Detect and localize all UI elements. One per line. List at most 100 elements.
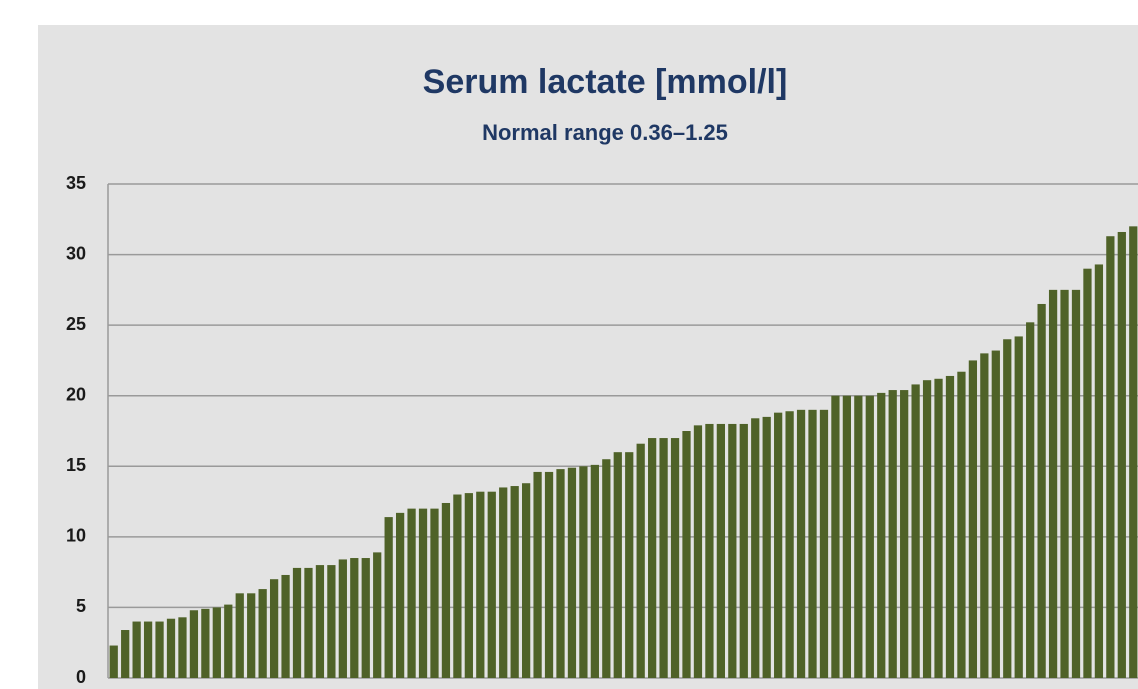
y-tick-label: 30: [66, 243, 86, 263]
bar: [304, 567, 313, 678]
bar: [556, 469, 565, 678]
y-tick-label: 10: [66, 526, 86, 546]
bar: [888, 390, 897, 678]
bar: [854, 395, 863, 678]
bar: [911, 384, 920, 678]
bar: [464, 493, 473, 678]
bar: [453, 494, 462, 678]
bar: [1026, 322, 1035, 678]
bar: [338, 559, 347, 678]
bar: [269, 579, 279, 678]
bar: [121, 630, 130, 678]
bar: [1037, 303, 1046, 678]
bar: [212, 607, 221, 678]
bar: [579, 466, 588, 678]
bar: [132, 621, 141, 678]
bar: [1003, 339, 1012, 678]
bar: [567, 467, 577, 678]
bar: [957, 371, 966, 678]
chart-background: [38, 25, 1138, 689]
bar: [705, 423, 714, 678]
bar: [842, 395, 852, 678]
bar: [751, 418, 760, 678]
bar: [659, 438, 668, 678]
bar: [373, 552, 382, 678]
bar: [109, 645, 118, 678]
bar: [1083, 268, 1092, 678]
bar: [258, 589, 267, 678]
bar: [384, 517, 393, 678]
bar: [418, 508, 428, 678]
bar: [739, 423, 748, 678]
bar: [499, 487, 508, 678]
bar: [693, 425, 703, 678]
bar: [430, 508, 439, 678]
bar: [762, 416, 771, 678]
bar: [877, 392, 886, 678]
bar: [865, 395, 874, 678]
bar: [189, 610, 199, 678]
bar: [1129, 226, 1138, 679]
bar: [292, 567, 302, 678]
bar: [1048, 289, 1058, 678]
bar: [350, 558, 359, 678]
bar: [1071, 289, 1081, 678]
bar: [407, 508, 416, 678]
chart-subtitle: Normal range 0.36–1.25: [482, 120, 728, 145]
y-tick-label: 15: [66, 455, 86, 475]
bar: [819, 409, 829, 678]
bar: [613, 452, 622, 678]
bar: [441, 502, 451, 678]
y-tick-label: 20: [66, 384, 86, 404]
bar: [980, 353, 989, 678]
bar: [224, 604, 233, 678]
bar: [1014, 336, 1023, 678]
bar: [544, 471, 554, 678]
bar: [934, 378, 943, 678]
bar: [201, 608, 210, 678]
bar: [327, 565, 336, 678]
y-tick-label: 0: [76, 667, 86, 687]
bar: [1106, 236, 1115, 679]
bar: [636, 443, 645, 678]
y-tick-label: 25: [66, 314, 86, 334]
bar: [247, 593, 256, 678]
bar: [143, 621, 153, 678]
bar: [625, 452, 634, 678]
bar: [716, 423, 725, 678]
bar: [796, 409, 806, 678]
bar: [315, 565, 325, 678]
y-tick-label: 5: [76, 596, 86, 616]
bar: [682, 431, 691, 678]
bar: [476, 491, 485, 678]
bar: [395, 512, 405, 678]
bar: [281, 574, 290, 678]
bar: [602, 459, 611, 678]
bar: [178, 617, 187, 678]
bar: [1094, 264, 1104, 678]
bar: [774, 412, 783, 678]
bar: [166, 618, 176, 678]
chart-title: Serum lactate [mmol/l]: [423, 63, 788, 101]
y-tick-label: 35: [66, 173, 86, 193]
bar: [900, 390, 909, 678]
bar: [728, 423, 737, 678]
bar: [670, 438, 680, 678]
bar: [968, 360, 978, 678]
bar: [235, 593, 244, 678]
bar: [1060, 289, 1069, 678]
bar: [922, 380, 932, 678]
bar: [361, 558, 370, 678]
bar: [487, 491, 496, 678]
bar: [510, 486, 519, 678]
bar: [991, 350, 1000, 678]
bar: [533, 471, 542, 678]
bar: [590, 464, 599, 678]
bar: [808, 409, 817, 678]
bar: [831, 395, 840, 678]
bar: [1117, 231, 1126, 678]
bar: [945, 375, 955, 678]
bar: [522, 483, 531, 678]
